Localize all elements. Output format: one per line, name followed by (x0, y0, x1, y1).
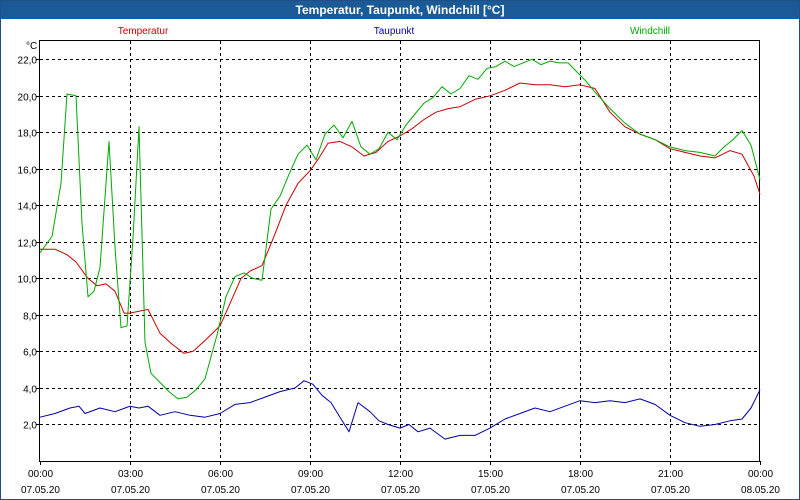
plot-frame (39, 40, 760, 462)
x-tick-time: 09:00 (298, 469, 323, 480)
x-tick-time: 12:00 (388, 469, 413, 480)
legend-windchill: Windchill (630, 26, 670, 37)
y-tick-label: 8,0 (23, 312, 37, 323)
y-tick-label: 14,0 (18, 202, 38, 213)
grid (40, 41, 760, 461)
y-tick-label: 4,0 (23, 385, 37, 396)
y-tick-label: 2,0 (23, 421, 37, 432)
y-tick-label: 6,0 (23, 348, 37, 359)
legend: Temperatur Taupunkt Windchill (118, 26, 670, 37)
x-tick-date: 07.05.20 (201, 485, 240, 496)
legend-taupunkt: Taupunkt (374, 26, 415, 37)
axis-ticks: 2,0 4,0 6,0 8,0 10,0 12,0 14,0 16,0 18,0 20,0 22,0… (18, 56, 781, 497)
y-tick-label: 12,0 (18, 239, 38, 250)
x-tick-time: 18:00 (568, 469, 593, 480)
y-tick-label: 18,0 (18, 129, 38, 140)
series-line-temperatur (40, 82, 761, 354)
x-tick-date: 07.05.20 (561, 485, 600, 496)
legend-temperatur: Temperatur (118, 26, 169, 37)
x-tick-date: 07.05.20 (471, 485, 510, 496)
x-tick-time: 06:00 (208, 469, 233, 480)
y-tick-label: 16,0 (18, 166, 38, 177)
series-lines (39, 58, 761, 440)
x-tick-time: 00:00 (748, 469, 773, 480)
x-tick-date: 08.05.20 (741, 485, 780, 496)
x-tick-time: 15:00 (478, 469, 503, 480)
series-line-windchill (39, 58, 761, 400)
x-tick-time: 03:00 (118, 469, 143, 480)
x-tick-date: 07.05.20 (111, 485, 150, 496)
window-title: Temperatur, Taupunkt, Windchill [°C] (1, 1, 799, 19)
x-tick-date: 07.05.20 (651, 485, 690, 496)
y-axis-label: °C (26, 41, 37, 52)
y-tick-label: 10,0 (18, 275, 38, 286)
x-tick-time: 00:00 (28, 469, 53, 480)
x-tick-date: 07.05.20 (291, 485, 330, 496)
x-tick-time: 21:00 (658, 469, 683, 480)
y-tick-label: 22,0 (18, 56, 38, 67)
y-tick-label: 20,0 (18, 93, 38, 104)
series-line-taupunkt (39, 380, 761, 440)
x-tick-date: 07.05.20 (381, 485, 420, 496)
x-tick-date: 07.05.20 (21, 485, 60, 496)
